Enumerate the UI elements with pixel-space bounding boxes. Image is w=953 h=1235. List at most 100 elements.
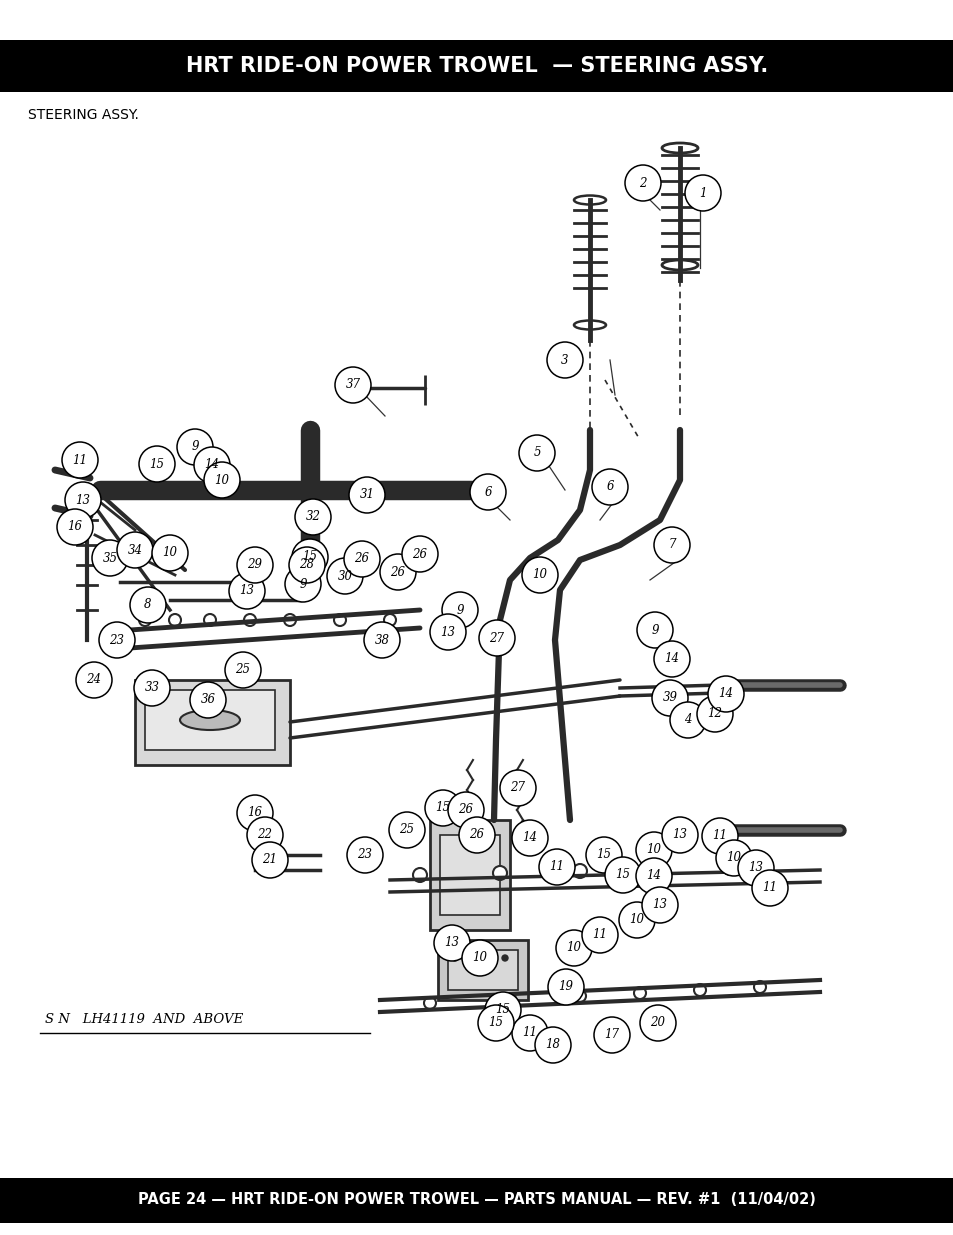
Circle shape [604,857,640,893]
Circle shape [592,469,627,505]
Circle shape [364,622,399,658]
Text: 15: 15 [596,848,611,862]
Text: 13: 13 [748,862,762,874]
Text: 16: 16 [68,520,82,534]
Circle shape [636,858,671,894]
Text: 15: 15 [488,1016,503,1030]
Circle shape [470,474,505,510]
Text: 13: 13 [239,584,254,598]
Bar [145,690,274,750]
Circle shape [639,1005,676,1041]
Circle shape [139,446,174,482]
Text: 25: 25 [399,824,414,836]
Text: 11: 11 [712,830,727,842]
Text: 26: 26 [412,547,427,561]
Circle shape [236,547,273,583]
Circle shape [448,792,483,827]
Circle shape [547,969,583,1005]
Text: 11: 11 [522,1026,537,1040]
Circle shape [57,509,92,545]
Circle shape [434,925,470,961]
Text: 12: 12 [707,708,721,720]
Ellipse shape [661,261,698,270]
Text: 11: 11 [761,882,777,894]
Circle shape [501,955,507,961]
Text: 15: 15 [150,457,164,471]
Circle shape [573,864,586,878]
Text: 30: 30 [337,569,352,583]
Circle shape [697,697,732,732]
Text: 23: 23 [110,634,125,646]
Circle shape [204,462,240,498]
Circle shape [327,558,363,594]
Circle shape [344,541,379,577]
Circle shape [130,587,166,622]
Circle shape [512,1015,547,1051]
Text: 20: 20 [650,1016,665,1030]
Circle shape [177,429,213,466]
Text: 9: 9 [299,578,307,590]
Ellipse shape [574,195,605,205]
Text: STEERING ASSY.: STEERING ASSY. [28,107,139,122]
Ellipse shape [574,321,605,330]
Text: 2: 2 [639,177,646,189]
Text: 14: 14 [664,652,679,666]
Text: 15: 15 [435,802,450,815]
Text: 22: 22 [257,829,273,841]
Circle shape [701,818,738,853]
Circle shape [461,955,468,961]
Circle shape [581,918,618,953]
Text: 13: 13 [440,625,455,638]
Circle shape [738,850,773,885]
Text: 26: 26 [355,552,369,566]
Circle shape [652,862,666,876]
Text: 8: 8 [144,599,152,611]
Circle shape [751,869,787,906]
Text: 19: 19 [558,981,573,993]
Text: 33: 33 [144,682,159,694]
Text: 17: 17 [604,1029,618,1041]
Circle shape [716,840,751,876]
Text: 16: 16 [247,806,262,820]
Text: 35: 35 [102,552,117,564]
Text: PAGE 24 — HRT RIDE-ON POWER TROWEL — PARTS MANUAL — REV. #1  (11/04/02): PAGE 24 — HRT RIDE-ON POWER TROWEL — PAR… [138,1193,815,1208]
Bar [448,950,517,990]
Circle shape [452,955,457,961]
Circle shape [152,535,188,571]
Circle shape [247,818,283,853]
Circle shape [284,614,295,626]
Circle shape [285,566,320,601]
Circle shape [204,614,215,626]
Circle shape [574,990,585,1002]
Text: 11: 11 [592,929,607,941]
Text: 9: 9 [456,604,463,616]
Text: 10: 10 [629,914,644,926]
Text: 39: 39 [661,692,677,704]
Circle shape [65,482,101,517]
Text: 31: 31 [359,489,375,501]
Circle shape [641,887,678,923]
Circle shape [190,682,226,718]
Circle shape [252,842,288,878]
Circle shape [493,866,506,881]
Text: 10: 10 [726,851,740,864]
Circle shape [99,622,135,658]
Text: 10: 10 [472,951,487,965]
Text: 9: 9 [191,441,198,453]
Circle shape [538,848,575,885]
Text: 10: 10 [162,547,177,559]
Circle shape [244,614,255,626]
Circle shape [707,676,743,713]
Circle shape [62,442,98,478]
Text: 10: 10 [646,844,660,857]
Circle shape [499,769,536,806]
Text: 34: 34 [128,543,142,557]
Circle shape [472,955,477,961]
Circle shape [424,790,460,826]
Text: 27: 27 [510,782,525,794]
Text: 4: 4 [683,714,691,726]
Circle shape [484,992,520,1028]
Text: 29: 29 [247,558,262,572]
Circle shape [654,527,689,563]
Circle shape [139,614,151,626]
